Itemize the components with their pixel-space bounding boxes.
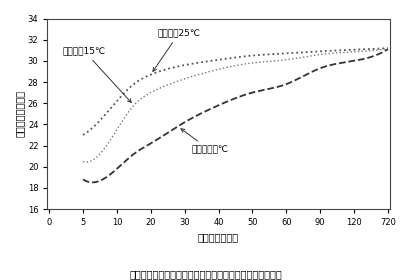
Text: 浸漬温度５℃: 浸漬温度５℃ bbox=[181, 129, 229, 155]
X-axis label: 浸漬時間（分）: 浸漬時間（分） bbox=[198, 233, 239, 242]
Text: 浸漬温度25℃: 浸漬温度25℃ bbox=[153, 29, 201, 71]
Y-axis label: 浸漬米の吸水量％: 浸漬米の吸水量％ bbox=[15, 90, 25, 137]
Text: 浸漬温度15℃: 浸漬温度15℃ bbox=[62, 46, 131, 102]
Text: 図１．浸漬温度と浸漬時間の違いによる吸水量の経時変化: 図１．浸漬温度と浸漬時間の違いによる吸水量の経時変化 bbox=[129, 269, 282, 279]
